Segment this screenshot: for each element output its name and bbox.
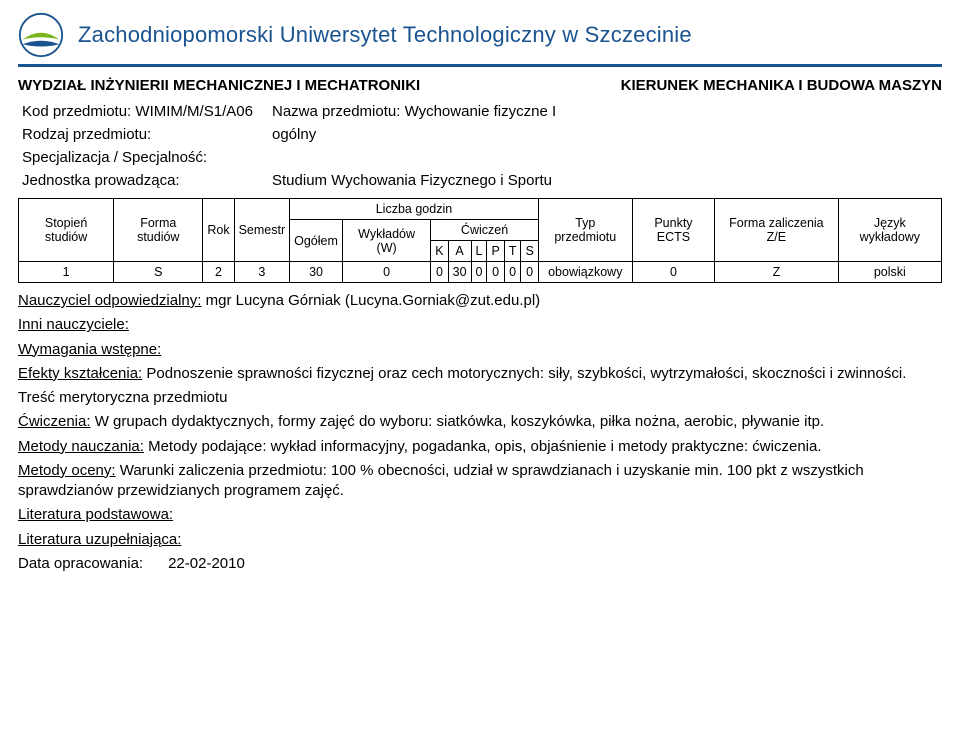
hdr-s: S — [521, 241, 538, 262]
cell-typ: obowiązkowy — [538, 262, 632, 283]
effects-label: Efekty kształcenia: — [18, 365, 142, 382]
prereq-label: Wymagania wstępne: — [18, 341, 161, 358]
hdr-punkty: Punkty ECTS — [632, 199, 714, 262]
cell-punkty: 0 — [632, 262, 714, 283]
faculty-label: WYDZIAŁ INŻYNIERII MECHANICZNEJ I MECHAT… — [18, 77, 420, 94]
university-logo-icon — [18, 12, 64, 58]
exercises-label: Ćwiczenia: — [18, 413, 91, 430]
hdr-rok: Rok — [203, 199, 234, 262]
hdr-a: A — [448, 241, 471, 262]
spec-label: Specjalizacja / Specjalność: — [22, 149, 207, 166]
kind-label: Rodzaj przedmiotu: — [22, 126, 151, 143]
other-teachers-label: Inni nauczyciele: — [18, 316, 129, 333]
hdr-l: L — [471, 241, 487, 262]
unit-value: Studium Wychowania Fizycznego i Sportu — [272, 172, 552, 189]
page-header: Zachodniopomorski Uniwersytet Technologi… — [18, 12, 942, 67]
hdr-forma-zal: Forma zaliczenia Z/E — [715, 199, 839, 262]
university-name: Zachodniopomorski Uniwersytet Technologi… — [78, 22, 692, 48]
kind-value: ogólny — [272, 126, 316, 143]
methods-value: Metody podające: wykład informacyjny, po… — [144, 438, 822, 455]
hdr-liczba-godzin: Liczba godzin — [290, 199, 539, 220]
name-value: Wychowanie fizyczne I — [405, 103, 557, 120]
cell-semestr: 3 — [234, 262, 290, 283]
lit-basic-label: Literatura podstawowa: — [18, 506, 173, 523]
code-value: WIMIM/M/S1/A06 — [135, 103, 253, 120]
hdr-jezyk: Język wykładowy — [838, 199, 941, 262]
grading-label: Metody oceny: — [18, 462, 116, 479]
hdr-semestr: Semestr — [234, 199, 290, 262]
code-label: Kod przedmiotu: — [22, 103, 131, 120]
body-block: Nauczyciel odpowiedzialny: mgr Lucyna Gó… — [18, 291, 942, 574]
cell-ogolem: 30 — [290, 262, 343, 283]
name-label: Nazwa przedmiotu: — [272, 103, 400, 120]
cell-t: 0 — [504, 262, 521, 283]
lit-supp-label: Literatura uzupełniająca: — [18, 531, 181, 548]
hdr-forma: Forma studiów — [114, 199, 203, 262]
cell-rok: 2 — [203, 262, 234, 283]
table-row: 1 S 2 3 30 0 0 30 0 0 0 0 obowiązkowy 0 … — [19, 262, 942, 283]
cell-forma: S — [114, 262, 203, 283]
grading-value: Warunki zaliczenia przedmiotu: 100 % obe… — [18, 462, 864, 499]
faculty-direction-row: WYDZIAŁ INŻYNIERII MECHANICZNEJ I MECHAT… — [18, 77, 942, 94]
effects-value: Podnoszenie sprawności fizycznej oraz ce… — [142, 365, 906, 382]
cell-wykladow: 0 — [342, 262, 430, 283]
content-label: Treść merytoryczna przedmiotu — [18, 389, 228, 406]
hdr-stopien: Stopień studiów — [19, 199, 114, 262]
hdr-wykladow: Wykładów (W) — [342, 220, 430, 262]
exercises-value: W grupach dydaktycznych, formy zajęć do … — [91, 413, 825, 430]
cell-p: 0 — [487, 262, 504, 283]
hdr-k: K — [431, 241, 448, 262]
cell-s: 0 — [521, 262, 538, 283]
date-value: 22-02-2010 — [168, 555, 245, 572]
meta-block: Kod przedmiotu: WIMIM/M/S1/A06 Nazwa prz… — [18, 100, 942, 192]
methods-label: Metody nauczania: — [18, 438, 144, 455]
cell-k: 0 — [431, 262, 448, 283]
hdr-cwiczen: Ćwiczeń — [431, 220, 539, 241]
hdr-p: P — [487, 241, 504, 262]
cell-stopien: 1 — [19, 262, 114, 283]
teacher-label: Nauczyciel odpowiedzialny: — [18, 292, 201, 309]
cell-jezyk: polski — [838, 262, 941, 283]
hdr-t: T — [504, 241, 521, 262]
date-label: Data opracowania: — [18, 555, 143, 572]
unit-label: Jednostka prowadząca: — [22, 172, 180, 189]
cell-forma-zal: Z — [715, 262, 839, 283]
teacher-value: mgr Lucyna Górniak (Lucyna.Gorniak@zut.e… — [201, 292, 540, 309]
hdr-ogolem: Ogółem — [290, 220, 343, 262]
direction-label: KIERUNEK MECHANIKA I BUDOWA MASZYN — [621, 77, 942, 94]
hdr-typ: Typ przedmiotu — [538, 199, 632, 262]
cell-l: 0 — [471, 262, 487, 283]
cell-a: 30 — [448, 262, 471, 283]
hours-grid: Stopień studiów Forma studiów Rok Semest… — [18, 198, 942, 283]
